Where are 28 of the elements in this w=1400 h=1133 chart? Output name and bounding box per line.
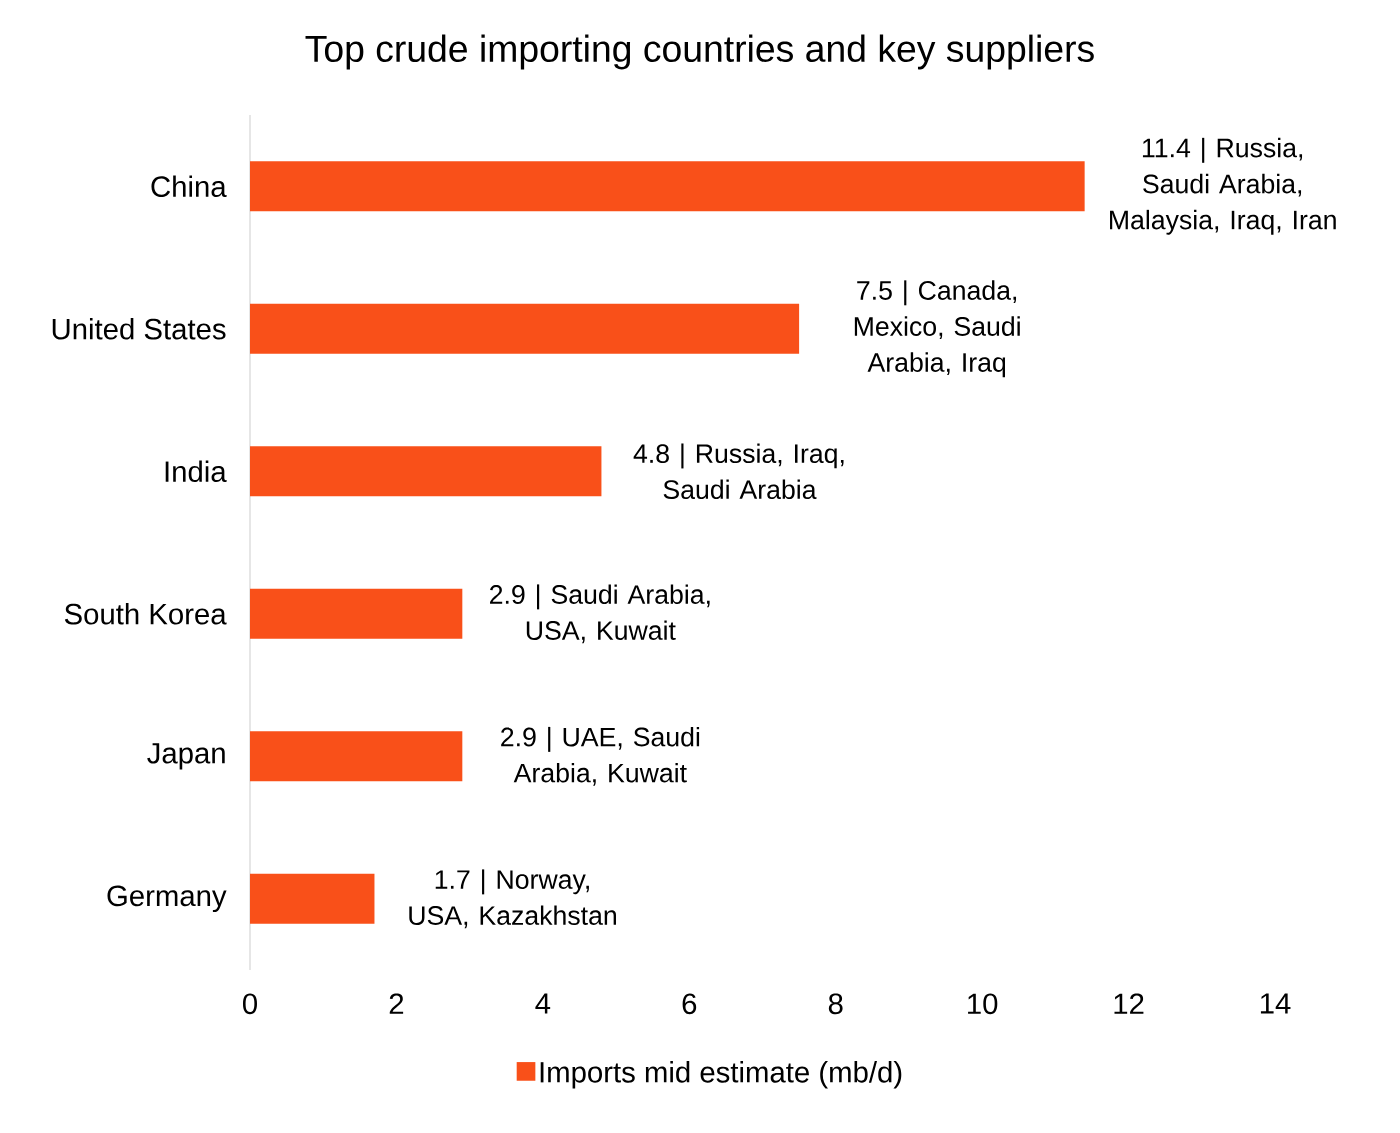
bar: [250, 588, 463, 639]
y-tick-label: India: [165, 460, 227, 483]
data-label: 11.4 | Russia, Saudi Arabia, Malaysia, Iraq, Iran: [1110, 137, 1336, 235]
x-tick-label: 14: [1260, 993, 1291, 1014]
data-label: 4.8 | Russia, Iraq, Saudi Arabia: [633, 443, 844, 500]
y-tick-label: Japan: [147, 743, 225, 770]
bar: [250, 446, 602, 497]
x-tick-label: 10: [968, 993, 998, 1015]
bar: [250, 161, 1085, 212]
y-tick-label: Germany: [107, 885, 227, 913]
y-tick-label: China: [151, 175, 227, 198]
x-tick-label: 0: [242, 993, 257, 1015]
bar: [250, 303, 800, 354]
x-tick-label: 8: [828, 993, 843, 1015]
chart-title: Top crude importing countries and key suppliers: [305, 34, 1094, 70]
x-tick-label: 12: [1114, 993, 1144, 1014]
bar: [250, 873, 375, 924]
x-tick-label: 2: [389, 993, 404, 1014]
x-tick-label: 6: [682, 993, 697, 1015]
bar: [250, 731, 463, 782]
y-tick-label: United States: [52, 317, 226, 340]
legend-label: Imports mid estimate (mb/d): [540, 1061, 902, 1089]
data-label: 7.5 | Canada, Mexico, Saudi Arabia, Iraq: [854, 280, 1020, 378]
data-label: 2.9 | Saudi Arabia, USA, Kuwait: [490, 584, 710, 644]
data-label: 2.9 | UAE, Saudi Arabia, Kuwait: [501, 726, 700, 786]
y-tick-label: South Korea: [64, 602, 227, 625]
x-tick-label: 4: [535, 993, 551, 1014]
data-label: 1.7 | Norway, USA, Kazakhstan: [409, 869, 616, 929]
